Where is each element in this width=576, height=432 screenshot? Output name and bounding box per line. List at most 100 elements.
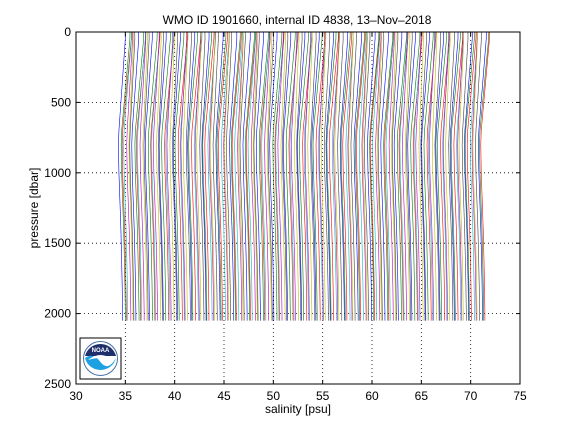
x-tick-label: 45: [217, 389, 231, 403]
y-tick-label: 1000: [44, 166, 71, 180]
profile-line: [187, 32, 196, 321]
profile-line: [218, 32, 228, 321]
profile-line: [123, 32, 132, 321]
x-tick-label: 55: [316, 389, 330, 403]
profile-line: [325, 32, 334, 321]
profile-line: [337, 32, 344, 321]
profile-line: [480, 32, 490, 321]
profile-line: [457, 32, 464, 321]
profile-line: [311, 32, 320, 321]
x-tick-label: 65: [415, 389, 429, 403]
profile-line: [388, 32, 395, 321]
profile-line: [230, 32, 241, 321]
profile-line: [242, 32, 251, 321]
profile-line: [238, 32, 244, 321]
profile-line: [121, 32, 132, 321]
profile-line: [258, 32, 269, 321]
profile-line: [126, 32, 133, 321]
profile-line: [224, 32, 230, 321]
profile-line: [158, 32, 164, 321]
profile-line: [283, 32, 292, 321]
profile-line: [445, 32, 451, 321]
profile-line: [461, 32, 469, 321]
x-tick-label: 75: [513, 389, 527, 403]
profile-line: [153, 32, 160, 321]
y-tick-label: 500: [51, 95, 71, 109]
profile-line: [255, 32, 264, 321]
profile-line: [334, 32, 340, 321]
profile-line: [412, 32, 423, 321]
profile-line: [239, 32, 246, 321]
profile-line: [297, 32, 306, 321]
profile-line: [191, 32, 202, 321]
profile-line: [174, 32, 185, 321]
x-tick-label: 60: [365, 389, 379, 403]
profile-line: [245, 32, 255, 321]
profile-line: [471, 32, 478, 321]
profile-line: [302, 32, 313, 321]
profile-line: [367, 32, 376, 321]
profile-line: [450, 32, 461, 321]
profile-line: [423, 32, 434, 321]
profile-line: [393, 32, 403, 321]
profile-line: [421, 32, 430, 321]
profile-line: [296, 32, 303, 321]
profile-line: [253, 32, 260, 321]
profile-line: [420, 32, 427, 321]
profile-line: [312, 32, 323, 321]
profile-line: [182, 32, 189, 321]
profile-line: [285, 32, 296, 321]
profile-line: [364, 32, 371, 321]
profile-line: [320, 32, 327, 321]
profile-line: [137, 32, 146, 321]
profile-line: [318, 32, 325, 321]
profile-line: [318, 32, 327, 321]
profile-line: [226, 32, 233, 321]
profile-line: [294, 32, 300, 321]
profile-line: [180, 32, 187, 321]
y-tick-label: 1500: [44, 236, 71, 250]
profile-line: [449, 32, 459, 321]
profile-line: [142, 32, 148, 321]
logo-wave-icon: [85, 355, 116, 371]
profile-line: [431, 32, 438, 321]
profile-line: [143, 32, 150, 321]
profile-line: [229, 32, 238, 321]
profile-line: [448, 32, 455, 321]
profile-line: [345, 32, 354, 321]
profile-line: [329, 32, 339, 321]
profile-line: [326, 32, 337, 321]
axis-ticks: 30 35 40 45 50 55 60 65 70 75 0 500 1000 1500 2000 2500: [44, 25, 527, 403]
profile-line: [418, 32, 424, 321]
profile-line: [266, 32, 273, 321]
profile-line: [250, 32, 258, 321]
profile-line: [391, 32, 397, 321]
profile-line: [280, 32, 286, 321]
profile-line: [396, 32, 407, 321]
profile-line: [456, 32, 464, 321]
profile-line: [479, 32, 490, 321]
profile-line: [362, 32, 368, 321]
profile-line: [429, 32, 435, 321]
profile-line: [464, 32, 475, 321]
profile-line: [355, 32, 365, 321]
profile-line: [166, 32, 174, 321]
profile-line: [303, 32, 312, 321]
profile-line: [358, 32, 367, 321]
profile-line: [406, 32, 413, 321]
profile-line: [372, 32, 381, 321]
profile-line: [221, 32, 230, 321]
logo-bird-icon: [88, 355, 113, 360]
profile-line: [458, 32, 465, 321]
profile-line: [369, 32, 380, 321]
profile-line: [194, 32, 202, 321]
profile-line: [252, 32, 259, 321]
profile-line: [261, 32, 270, 321]
profile-line: [333, 32, 340, 321]
x-tick-label: 70: [464, 389, 478, 403]
profile-line: [120, 32, 131, 321]
profile-line: [342, 32, 353, 321]
profile-line: [277, 32, 284, 321]
profile-line: [179, 32, 189, 321]
